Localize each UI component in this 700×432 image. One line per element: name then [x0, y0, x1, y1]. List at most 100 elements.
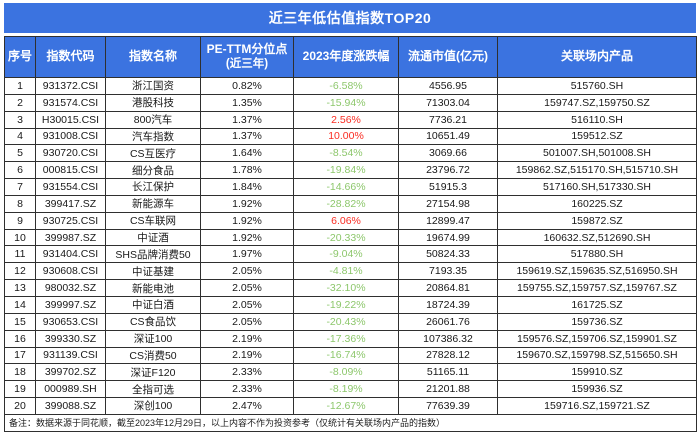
cell-index-name: CS车联网	[105, 211, 201, 230]
cell-index-name: 新能源车	[105, 194, 201, 213]
col-header-2023-change: 2023年度涨跌幅	[293, 36, 399, 78]
cell-index-name: SHS品牌消费50	[105, 245, 201, 264]
cell-index-code: 930720.CSI	[35, 144, 106, 163]
cell-related-products: 501007.SH,501008.SH	[497, 144, 697, 163]
cell-float-market-cap: 51915.3	[398, 178, 498, 196]
col-header-index-name: 指数名称	[105, 36, 201, 78]
cell-2023-change: -8.19%	[293, 380, 399, 399]
cell-related-products: 159872.SZ	[497, 211, 697, 230]
cell-index-name: 汽车指数	[105, 127, 201, 146]
cell-2023-change: -14.66%	[293, 178, 399, 196]
cell-index-code: 399997.SZ	[35, 295, 106, 314]
col-header-float-cap-label: 流通市值(亿元)	[408, 49, 488, 64]
cell-index-name: 深证100	[105, 329, 201, 348]
cell-pe-ttm-percentile: 2.05%	[200, 279, 294, 297]
cell-pe-ttm-percentile: 2.05%	[200, 312, 294, 331]
col-header-pe-percentile-line2: (近三年)	[225, 58, 269, 71]
cell-related-products: 517880.SH	[497, 245, 697, 264]
cell-serial: 6	[4, 161, 36, 180]
cell-serial: 18	[4, 363, 36, 382]
cell-float-market-cap: 77639.39	[398, 397, 498, 415]
cell-pe-ttm-percentile: 2.05%	[200, 295, 294, 314]
cell-serial: 11	[4, 245, 36, 264]
cell-2023-change: 2.56%	[293, 110, 399, 129]
cell-serial: 20	[4, 397, 36, 415]
cell-index-name: CS食品饮	[105, 312, 201, 331]
cell-float-market-cap: 27154.98	[398, 194, 498, 213]
cell-index-name: 深证F120	[105, 363, 201, 382]
cell-pe-ttm-percentile: 1.92%	[200, 194, 294, 213]
cell-related-products: 517160.SH,517330.SH	[497, 178, 697, 196]
cell-pe-ttm-percentile: 1.92%	[200, 228, 294, 247]
cell-float-market-cap: 7193.35	[398, 262, 498, 281]
cell-serial: 4	[4, 127, 36, 146]
cell-float-market-cap: 21201.88	[398, 380, 498, 399]
cell-related-products: 516110.SH	[497, 110, 697, 129]
cell-float-market-cap: 23796.72	[398, 161, 498, 180]
col-header-index-code: 指数代码	[35, 36, 106, 78]
cell-related-products: 159670.SZ,159798.SZ,515650.SH	[497, 346, 697, 365]
cell-related-products: 161725.SZ	[497, 295, 697, 314]
cell-float-market-cap: 19674.99	[398, 228, 498, 247]
table-row: 18 399702.SZ 深证F120 2.33% -8.09% 51165.1…	[4, 363, 697, 382]
table-row: 5 930720.CSI CS互医疗 1.64% -8.54% 3069.66 …	[4, 144, 697, 163]
cell-serial: 8	[4, 194, 36, 213]
cell-index-code: 931554.CSI	[35, 178, 106, 196]
cell-index-name: CS消费50	[105, 346, 201, 365]
cell-index-code: 399702.SZ	[35, 363, 106, 382]
footnote: 备注：数据来源于同花顺，截至2023年12月29日，以上内容不作为投资参考（仅统…	[4, 413, 697, 432]
cell-2023-change: 6.06%	[293, 211, 399, 230]
table-row: 15 930653.CSI CS食品饮 2.05% -20.43% 26061.…	[4, 312, 697, 331]
cell-float-market-cap: 3069.66	[398, 144, 498, 163]
cell-index-name: 港股科技	[105, 93, 201, 112]
cell-2023-change: -17.36%	[293, 329, 399, 348]
cell-related-products: 160632.SZ,512690.SH	[497, 228, 697, 247]
cell-index-code: 930653.CSI	[35, 312, 106, 331]
cell-pe-ttm-percentile: 2.19%	[200, 346, 294, 365]
footer-row: 备注：数据来源于同花顺，截至2023年12月29日，以上内容不作为投资参考（仅统…	[4, 413, 697, 432]
cell-float-market-cap: 26061.76	[398, 312, 498, 331]
table-row: 13 980032.SZ 新能电池 2.05% -32.10% 20864.81…	[4, 279, 697, 297]
cell-serial: 2	[4, 93, 36, 112]
cell-index-name: 新能电池	[105, 279, 201, 297]
cell-float-market-cap: 4556.95	[398, 77, 498, 95]
cell-pe-ttm-percentile: 1.35%	[200, 93, 294, 112]
cell-index-code: 399330.SZ	[35, 329, 106, 348]
cell-index-name: 中证酒	[105, 228, 201, 247]
col-header-serial-label: 序号	[7, 49, 32, 64]
cell-2023-change: -28.82%	[293, 194, 399, 213]
cell-float-market-cap: 51165.11	[398, 363, 498, 382]
cell-related-products: 159910.SZ	[497, 363, 697, 382]
table-footer: 备注：数据来源于同花顺，截至2023年12月29日，以上内容不作为投资参考（仅统…	[4, 413, 697, 432]
cell-index-name: 长江保护	[105, 178, 201, 196]
table-row: 9 930725.CSI CS车联网 1.92% 6.06% 12899.47 …	[4, 211, 697, 230]
cell-2023-change: -20.43%	[293, 312, 399, 331]
cell-serial: 3	[4, 110, 36, 129]
cell-pe-ttm-percentile: 0.82%	[200, 77, 294, 95]
index-table: 序号 指数代码 指数名称 PE-TTM分位点 (近三年) 2023年度涨跌幅 流…	[4, 36, 697, 432]
table-row: 12 930608.CSI 中证基建 2.05% -4.81% 7193.35 …	[4, 262, 697, 281]
cell-related-products: 159936.SZ	[497, 380, 697, 399]
cell-index-code: 399987.SZ	[35, 228, 106, 247]
cell-pe-ttm-percentile: 1.97%	[200, 245, 294, 264]
cell-serial: 1	[4, 77, 36, 95]
cell-serial: 5	[4, 144, 36, 163]
cell-index-name: 细分食品	[105, 161, 201, 180]
cell-serial: 13	[4, 279, 36, 297]
cell-related-products: 159747.SZ,159750.SZ	[497, 93, 697, 112]
cell-related-products: 159619.SZ,159635.SZ,516950.SH	[497, 262, 697, 281]
cell-related-products: 159736.SZ	[497, 312, 697, 331]
cell-pe-ttm-percentile: 1.37%	[200, 127, 294, 146]
cell-pe-ttm-percentile: 1.78%	[200, 161, 294, 180]
cell-index-code: 930725.CSI	[35, 211, 106, 230]
cell-serial: 7	[4, 178, 36, 196]
col-header-pe-percentile-line1: PE-TTM分位点	[206, 41, 288, 56]
cell-related-products: 515760.SH	[497, 77, 697, 95]
cell-float-market-cap: 10651.49	[398, 127, 498, 146]
cell-index-name: 深创100	[105, 397, 201, 415]
table-row: 16 399330.SZ 深证100 2.19% -17.36% 107386.…	[4, 329, 697, 348]
col-header-index-name-label: 指数名称	[128, 49, 177, 64]
cell-index-code: 931139.CSI	[35, 346, 106, 365]
cell-index-name: 浙江国资	[105, 77, 201, 95]
